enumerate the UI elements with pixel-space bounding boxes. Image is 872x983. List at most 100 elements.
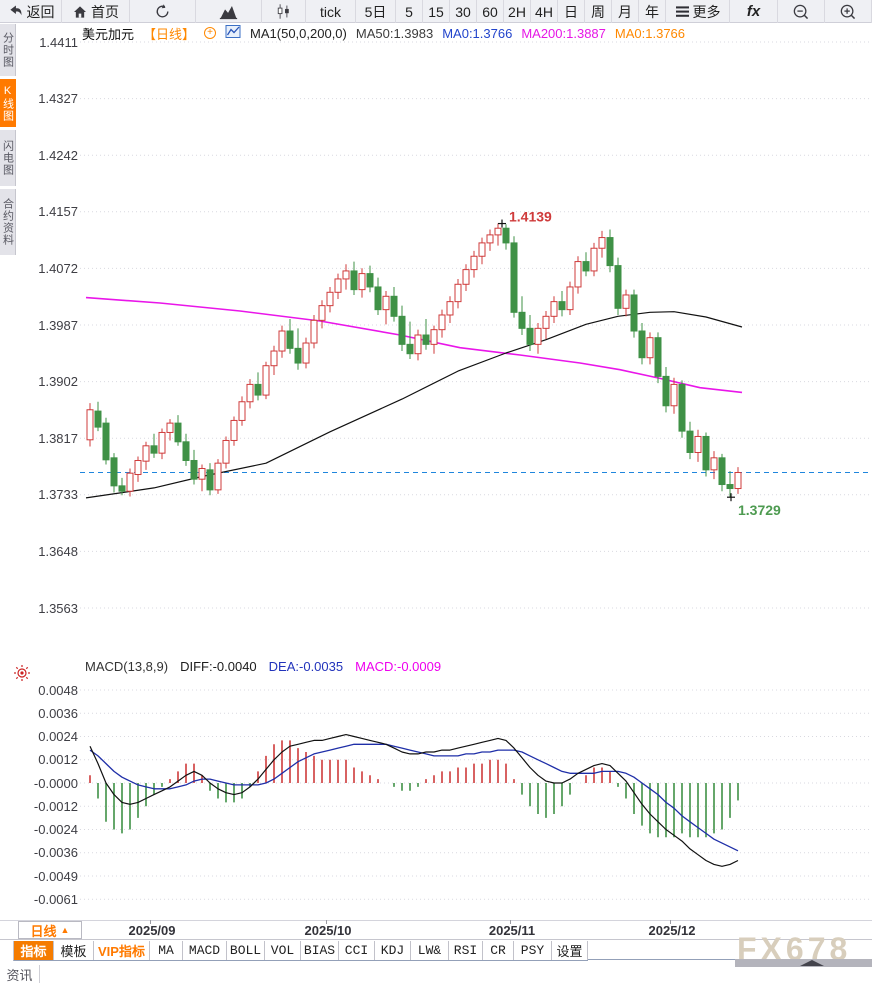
macd-axis-label: -0.0049 (33, 868, 78, 884)
toolbar-label-fx: fx (746, 3, 761, 20)
indicator-settings-icon[interactable] (13, 664, 31, 687)
toolbar-button-refresh[interactable] (130, 0, 196, 23)
macd-header: MACD(13,8,9) DIFF:-0.0040 DEA:-0.0035 MA… (85, 659, 441, 675)
macd-dea-value: DEA:-0.0035 (268, 659, 344, 674)
toolbar-button-2h[interactable]: 2H (504, 0, 531, 23)
tab-ma[interactable]: MA (150, 941, 183, 960)
tabbar-empty-area (585, 941, 872, 960)
toolbar-label-month: 月 (618, 3, 632, 20)
x-axis-tick (150, 920, 151, 924)
tab-boll[interactable]: BOLL (227, 941, 265, 960)
zoom-in-icon (839, 3, 857, 21)
toolbar-button-60m[interactable]: 60 (477, 0, 504, 23)
ma0-orange-value: MA0:1.3766 (614, 25, 686, 41)
tab-cr[interactable]: CR (483, 941, 514, 960)
ma0-blue-value: MA0:1.3766 (442, 25, 513, 41)
price-axis-label: 1.4072 (38, 260, 78, 276)
toolbar-label-tick: tick (320, 3, 341, 20)
toolbar-label-back: 返回 (26, 3, 55, 20)
macd-axis-label: -0.0036 (33, 845, 78, 861)
toolbar-button-tick[interactable]: tick (306, 0, 356, 23)
period-tag: 【日线】 (143, 26, 196, 42)
toolbar-button-year[interactable]: 年 (639, 0, 666, 23)
toolbar-button-back[interactable]: 返回 (0, 0, 62, 23)
macd-macd-value: MACD:-0.0009 (355, 659, 442, 674)
toolbar-button-more[interactable]: 更多 (666, 0, 730, 23)
tab-psy[interactable]: PSY (514, 941, 552, 960)
toolbar-button-column-chart[interactable] (196, 0, 262, 23)
price-axis-label: 1.4242 (38, 147, 78, 163)
macd-title: MACD(13,8,9) (85, 659, 169, 674)
tab-lw-[interactable]: LW& (411, 941, 449, 960)
macd-axis-label: -0.0000 (33, 775, 78, 791)
tab-cci[interactable]: CCI (339, 941, 375, 960)
tab-指标[interactable]: 指标 (14, 941, 54, 960)
bottom-strip (0, 963, 872, 983)
top-toolbar: 返回 首页 tick 5日 5 15 30 60 2H 4H 日周月年 更多 fx (0, 0, 872, 23)
candle-chart-icon (275, 3, 292, 20)
toolbar-button-zoom-out[interactable] (778, 0, 825, 23)
toolbar-button-15m[interactable]: 15 (423, 0, 450, 23)
x-axis-tick (510, 920, 511, 924)
macd-axis-label: -0.0012 (33, 798, 78, 814)
back-icon (7, 3, 24, 20)
period-selector-label: 日线 (30, 923, 57, 939)
toolbar-label-15m: 15 (428, 3, 444, 20)
toolbar-button-week[interactable]: 周 (585, 0, 612, 23)
ma50-value: MA50:1.3983 (355, 25, 434, 41)
tab-模板[interactable]: 模板 (54, 941, 94, 960)
toolbar-button-30m[interactable]: 30 (450, 0, 477, 23)
toolbar-button-zoom-in[interactable] (825, 0, 872, 23)
sidebar-item-2[interactable]: K线图 (0, 79, 16, 127)
toolbar-button-5m[interactable]: 5 (396, 0, 423, 23)
macd-diff-value: DIFF:-0.0040 (180, 659, 257, 674)
mini-chart-icon (225, 24, 241, 42)
price-axis-label: 1.4411 (39, 34, 78, 50)
toolbar-button-month[interactable]: 月 (612, 0, 639, 23)
toolbar-label-more: 更多 (692, 3, 721, 20)
tab-设置[interactable]: 设置 (552, 941, 588, 960)
macd-axis-label: 0.0024 (38, 729, 78, 744)
toolbar-button-day[interactable]: 日 (558, 0, 585, 23)
indicator-tabbar: 指标 模板 VIP指标 MA MACD BOLL VOL BIAS CCI KDJ LW& RSI CR… (13, 941, 588, 961)
sidebar-item-3[interactable]: 闪电图 (0, 130, 16, 186)
period-selector[interactable]: 日线 ▲ (18, 921, 82, 939)
tab-vip指标[interactable]: VIP指标 (94, 941, 150, 960)
home-icon (72, 4, 88, 20)
toolbar-button-candle-chart[interactable] (262, 0, 306, 23)
price-axis-label: 1.3987 (38, 317, 78, 333)
tab-kdj[interactable]: KDJ (375, 941, 411, 960)
svg-text:1.3729: 1.3729 (738, 502, 781, 518)
ma-settings-label: MA1(50,0,200,0) (250, 25, 347, 41)
macd-axis-label: 0.0012 (38, 752, 78, 768)
add-indicator-icon[interactable]: + (204, 27, 217, 39)
toolbar-button-fx[interactable]: fx (730, 0, 778, 23)
x-axis-tick (670, 920, 671, 924)
macd-axis-label: 0.0036 (38, 705, 78, 721)
tab-bias[interactable]: BIAS (301, 941, 339, 960)
news-tab[interactable]: 资讯 (0, 965, 40, 983)
sidebar-item-1[interactable]: 分时图 (0, 24, 16, 76)
x-axis-label: 2025/10 (304, 923, 352, 938)
toolbar-label-4h: 4H (535, 3, 553, 20)
zoom-out-icon (792, 3, 810, 21)
toolbar-button-home[interactable]: 首页 (62, 0, 130, 23)
toolbar-button-5d[interactable]: 5日 (356, 0, 396, 23)
expand-panel-icon[interactable] (800, 960, 824, 966)
price-axis-label: 1.3563 (38, 600, 78, 616)
toolbar-label-year: 年 (645, 3, 659, 20)
toolbar-button-4h[interactable]: 4H (531, 0, 558, 23)
price-axis-label: 1.4157 (38, 204, 78, 220)
toolbar-label-60m: 60 (482, 3, 498, 20)
price-axis-label: 1.3648 (38, 543, 78, 559)
tab-vol[interactable]: VOL (265, 941, 301, 960)
tab-macd[interactable]: MACD (183, 941, 227, 960)
tab-rsi[interactable]: RSI (449, 941, 483, 960)
pane-grip-icon[interactable]: ≡ (83, 25, 90, 37)
toolbar-label-2h: 2H (508, 3, 526, 20)
sidebar-item-4[interactable]: 合约资料 (0, 189, 16, 255)
toolbar-label-30m: 30 (455, 3, 471, 20)
x-axis-row (0, 920, 872, 940)
